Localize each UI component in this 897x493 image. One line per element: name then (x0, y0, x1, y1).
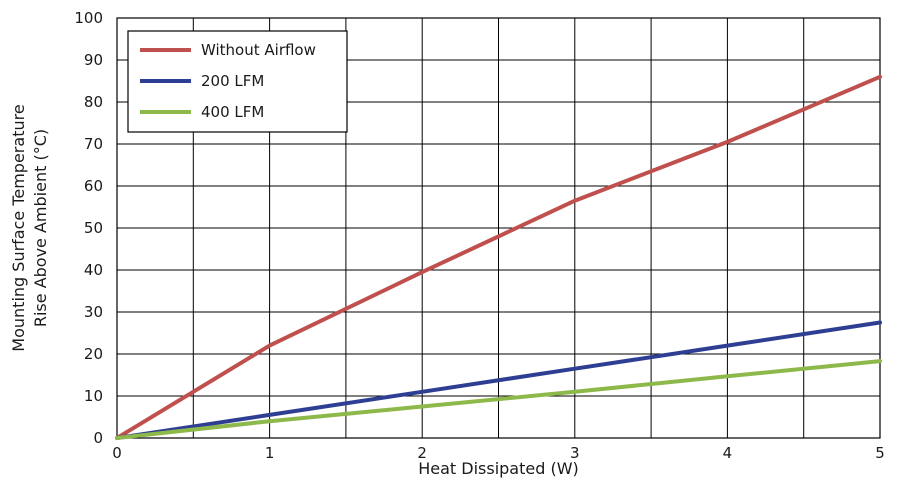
legend-label-0: Without Airflow (201, 41, 316, 59)
y-tick-label: 80 (84, 93, 103, 111)
x-tick-label: 1 (265, 444, 275, 462)
x-tick-label: 4 (723, 444, 733, 462)
y-tick-label: 60 (84, 177, 103, 195)
y-tick-label: 90 (84, 51, 103, 69)
y-axis-label-line2: Rise Above Ambient (°C) (31, 129, 50, 327)
y-axis-label-line1: Mounting Surface Temperature (9, 104, 28, 351)
y-tick-label: 50 (84, 219, 103, 237)
y-tick-label: 0 (93, 429, 103, 447)
y-tick-label: 10 (84, 387, 103, 405)
x-tick-label: 5 (875, 444, 885, 462)
y-tick-label: 20 (84, 345, 103, 363)
y-tick-labels: 0 10 20 30 40 50 60 70 80 90 100 (74, 9, 103, 447)
legend-label-2: 400 LFM (201, 103, 264, 121)
y-tick-label: 40 (84, 261, 103, 279)
y-tick-label: 30 (84, 303, 103, 321)
x-tick-label: 0 (112, 444, 122, 462)
y-tick-label: 100 (74, 9, 103, 27)
y-tick-label: 70 (84, 135, 103, 153)
legend-label-1: 200 LFM (201, 72, 264, 90)
x-axis-label: Heat Dissipated (W) (418, 459, 579, 478)
legend: Without Airflow 200 LFM 400 LFM (128, 31, 347, 132)
